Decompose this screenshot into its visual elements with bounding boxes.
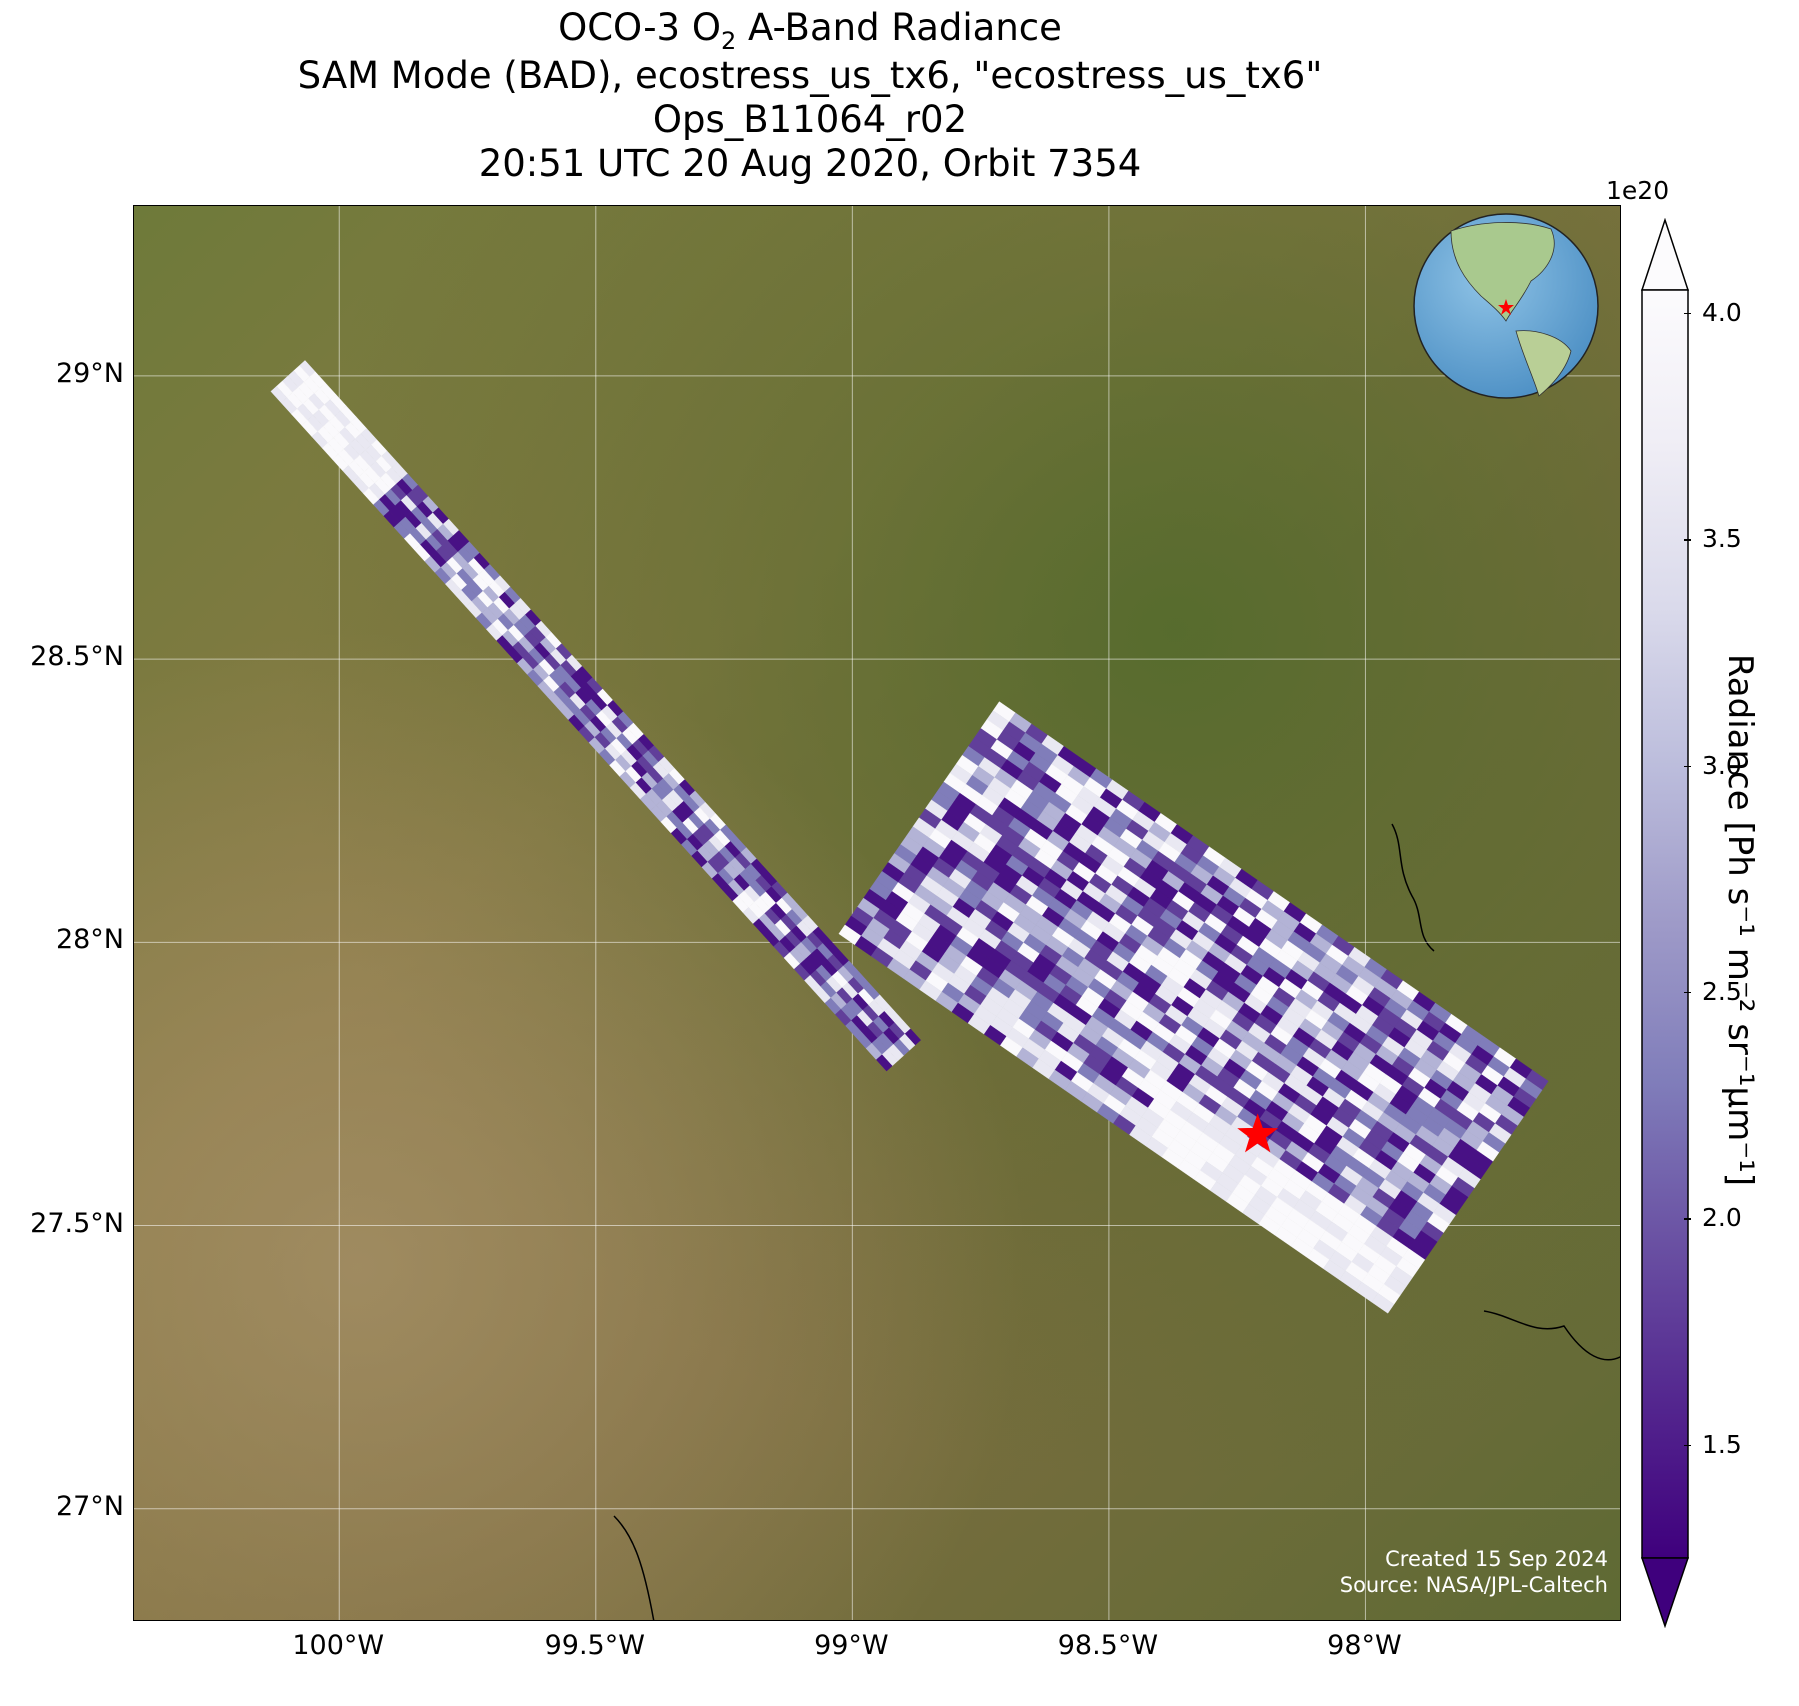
colorbar-gradient	[1641, 289, 1689, 1559]
latitude-tick-label: 28°N	[55, 924, 124, 956]
south-america-landmass	[1515, 330, 1572, 397]
coastline-bay	[1483, 1310, 1620, 1361]
coastline-lake	[1391, 823, 1435, 952]
colorbar-extend-top	[1640, 218, 1690, 291]
longitude-tick-label: 100°W	[292, 1630, 385, 1661]
title-line-4: 20:51 UTC 20 Aug 2020, Orbit 7354	[478, 142, 1142, 185]
colorbar-tick-mark	[1684, 765, 1691, 767]
inset-globe	[1413, 213, 1599, 399]
north-america-landmass	[1450, 222, 1555, 322]
colorbar-tick-label: 4.0	[1702, 297, 1742, 327]
colorbar-tick-mark	[1684, 1444, 1691, 1447]
colorbar-tick-label: 3.5	[1702, 524, 1742, 554]
longitude-tick-label: 98.5°W	[1057, 1630, 1159, 1661]
created-credit: Created 15 Sep 2024	[1385, 1547, 1608, 1571]
colorbar-extend-bottom	[1640, 1557, 1690, 1628]
colorbar-tick-mark	[1684, 1218, 1691, 1220]
longitude-tick-label: 98°W	[1327, 1630, 1402, 1661]
radiance-cell	[1371, 1292, 1395, 1314]
colorbar-tick-label: 1.5	[1702, 1429, 1742, 1459]
colorbar-exponent: 1e20	[1606, 176, 1670, 205]
longitude-tick-label: 99°W	[814, 1630, 889, 1661]
map-canvas[interactable]	[134, 206, 1621, 1621]
gridlines	[134, 206, 1620, 1620]
latitude-tick-label: 27.5°N	[30, 1207, 124, 1239]
map-panel[interactable]: Created 15 Sep 2024 Source: NASA/JPL-Cal…	[133, 205, 1621, 1621]
radiance-cell	[875, 1054, 893, 1072]
colorbar-tick-mark	[1684, 312, 1691, 315]
title-line-1: OCO-3 O2 A-Band Radiance	[558, 6, 1062, 55]
coastline-river	[613, 1515, 655, 1620]
title-line-2: SAM Mode (BAD), ecostress_us_tx6, "ecost…	[297, 54, 1323, 97]
target-star-icon[interactable]	[1237, 1113, 1279, 1153]
longitude-tick-label: 99.5°W	[544, 1630, 645, 1661]
colorbar	[1640, 218, 1690, 1628]
colorbar-label: Radiance [Ph s⁻¹ m⁻² sr⁻¹μm⁻¹]	[1720, 653, 1760, 1187]
latitude-tick-label: 29°N	[55, 357, 124, 389]
title-line-3: Ops_B11064_r02	[652, 98, 968, 141]
colorbar-tick-mark	[1684, 539, 1691, 541]
globe-target-star-icon	[1498, 299, 1514, 315]
colorbar-tick-label: 2.5	[1702, 976, 1742, 1006]
colorbar-tick-label: 3.0	[1702, 750, 1742, 780]
colorbar-tick-label: 2.0	[1702, 1203, 1742, 1233]
latitude-tick-label: 27°N	[55, 1490, 124, 1522]
latitude-tick-label: 28.5°N	[30, 641, 124, 673]
colorbar-tick-mark	[1684, 991, 1691, 994]
figure-title: OCO-3 O2 A-Band Radiance SAM Mode (BAD),…	[0, 6, 1620, 186]
radiance-swath	[270, 360, 1549, 1314]
source-credit: Source: NASA/JPL-Caltech	[1339, 1573, 1608, 1597]
